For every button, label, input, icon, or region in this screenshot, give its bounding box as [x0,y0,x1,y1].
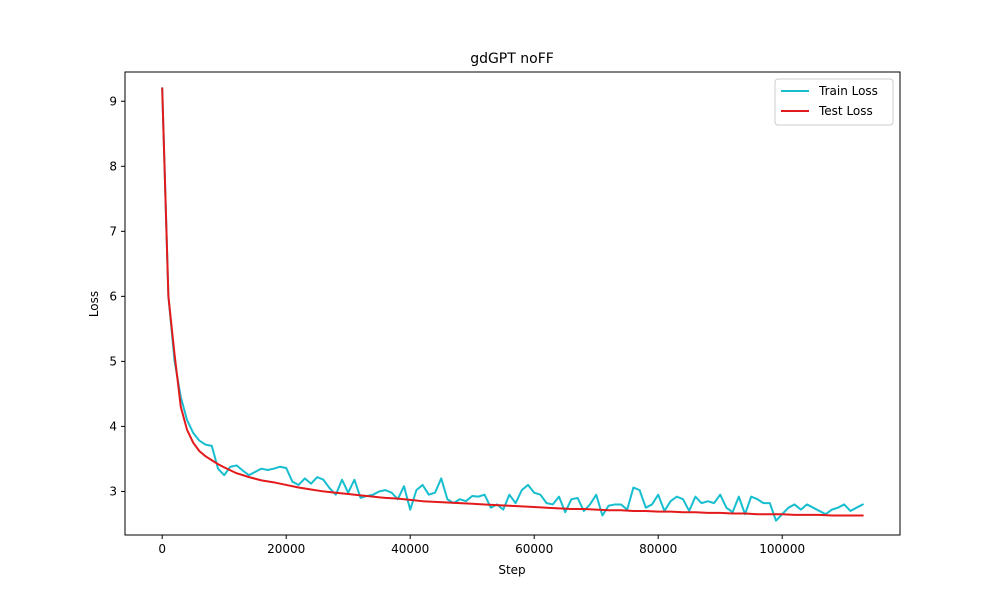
series-layer [161,87,864,522]
x-tick-label: 60000 [515,542,553,556]
chart-title: gdGPT noFF [470,51,554,67]
x-tick-label: 20000 [267,542,305,556]
legend-label-train: Train Loss [818,84,878,98]
y-tick-label: 8 [109,159,117,173]
train-loss-line [161,87,864,522]
plot-area [124,71,901,536]
y-axis: 3 4 5 6 7 8 9 [109,94,125,498]
y-tick-label: 4 [109,419,117,433]
y-tick-label: 7 [109,224,117,238]
y-tick-label: 5 [109,354,117,368]
y-tick-label: 6 [109,289,117,303]
x-tick-label: 80000 [639,542,677,556]
legend: Train Loss Test Loss [774,78,894,126]
x-tick-label: 0 [158,542,166,556]
legend-label-test: Test Loss [818,104,873,118]
x-tick-label: 40000 [391,542,429,556]
y-axis-label: Loss [87,291,101,317]
plot-frame [124,71,901,536]
x-tick-label: 100000 [759,542,805,556]
y-tick-label: 9 [109,94,117,108]
y-tick-label: 3 [109,484,117,498]
x-axis-label: Step [498,563,525,577]
test-loss-line [161,87,864,517]
x-axis: 0 20000 40000 60000 80000 100000 [158,535,805,556]
